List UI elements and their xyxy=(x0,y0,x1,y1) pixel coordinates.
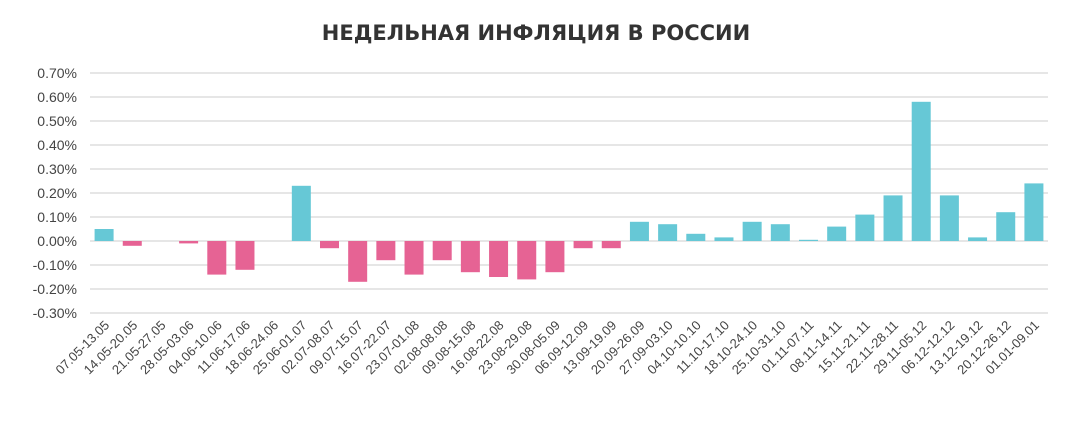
bar-01.01-09.01 xyxy=(1024,183,1044,241)
y-tick-label: 0.10% xyxy=(37,209,77,225)
bar-07.05-13.05 xyxy=(94,229,114,241)
bar-25.10-31.10 xyxy=(770,224,790,241)
bar-13.12-19.12 xyxy=(968,237,988,241)
y-tick-label: -0.10% xyxy=(33,257,77,273)
bar-06.09-12.09 xyxy=(573,241,593,249)
bar-09.08-15.08 xyxy=(460,241,480,273)
bar-16.07-22.07 xyxy=(376,241,396,261)
bar-23.07-01.08 xyxy=(404,241,424,275)
bar-28.05-03.06 xyxy=(179,241,199,244)
y-tick-label: 0.00% xyxy=(37,233,77,249)
bar-02.07-08.07 xyxy=(320,241,339,249)
y-tick-label: 0.60% xyxy=(37,89,77,105)
bar-23.08-29.08 xyxy=(517,241,537,280)
bar-18.10-24.10 xyxy=(742,221,762,241)
bar-15.11-21.11 xyxy=(855,214,875,241)
bar-20.09-26.09 xyxy=(629,221,649,241)
bar-06.12-12.12 xyxy=(939,195,959,241)
y-tick-label: -0.30% xyxy=(33,305,77,321)
bar-11.10-17.10 xyxy=(714,237,734,241)
bar-30.08-05.09 xyxy=(545,241,565,273)
bar-29.11-05.12 xyxy=(911,101,931,241)
bar-11.06-17.06 xyxy=(235,241,255,270)
chart-title: НЕДЕЛЬНАЯ ИНФЛЯЦИЯ В РОССИИ xyxy=(322,21,750,45)
bar-09.07-15.07 xyxy=(348,241,368,282)
y-tick-label: 0.50% xyxy=(37,113,77,129)
bar-14.05-20.05 xyxy=(122,241,142,246)
bar-04.06-10.06 xyxy=(207,241,227,275)
bar-25.06-01.07 xyxy=(291,185,311,241)
bar-27.09-03.10 xyxy=(658,224,678,241)
y-tick-label: 0.30% xyxy=(37,161,77,177)
bar-01.11-07.11 xyxy=(799,239,818,241)
bar-08.11-14.11 xyxy=(827,226,847,241)
bar-20.12-26.12 xyxy=(996,212,1016,241)
bar-13.09-19.09 xyxy=(601,241,621,249)
bar-04.10-10.10 xyxy=(686,233,706,241)
y-tick-label: -0.20% xyxy=(33,281,77,297)
bar-16.08-22.08 xyxy=(489,241,509,277)
y-tick-label: 0.70% xyxy=(37,65,77,81)
bar-02.08-08.08 xyxy=(432,241,452,261)
y-tick-label: 0.40% xyxy=(37,137,77,153)
y-tick-label: 0.20% xyxy=(37,185,77,201)
bar-22.11-28.11 xyxy=(883,195,903,241)
